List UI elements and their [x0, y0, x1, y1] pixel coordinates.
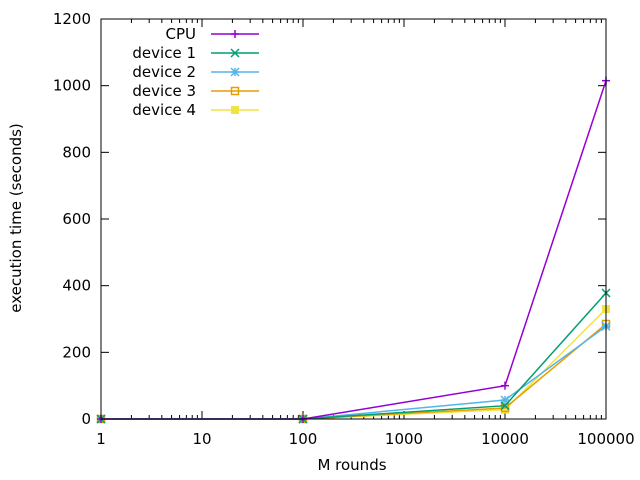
x-tick-label: 10	[192, 430, 211, 448]
legend-label: device 1	[132, 44, 196, 62]
legend-label: CPU	[166, 25, 197, 43]
y-tick-label: 1200	[53, 10, 91, 28]
series-device-1	[96, 288, 611, 424]
series-device-2	[96, 321, 611, 424]
x-tick-label: 100	[289, 430, 318, 448]
legend-marker	[230, 67, 240, 77]
legend-label: device 2	[132, 63, 196, 81]
legend-entry: device 4	[132, 101, 259, 119]
data-point	[501, 381, 509, 390]
y-tick-label: 200	[62, 343, 91, 361]
y-tick-label: 400	[62, 277, 91, 295]
series-line	[101, 80, 607, 420]
plot-frame	[100, 18, 607, 420]
legend-entry: device 1	[132, 44, 259, 62]
x-tick-label: 1000	[385, 430, 423, 448]
y-tick-label: 1000	[53, 77, 91, 95]
legend-marker	[230, 86, 240, 96]
series-line	[101, 308, 607, 420]
legend-marker	[230, 48, 240, 58]
data-point	[500, 403, 510, 413]
series-line	[101, 292, 607, 420]
y-tick-label: 600	[62, 210, 91, 228]
y-tick-label: 800	[62, 143, 91, 161]
ticks-layer: 0 200 400 600 800 1000 1200 1 10 100 1000 10000 1000…	[53, 10, 635, 448]
legend-label: device 4	[132, 101, 196, 119]
legend-entry: device 2	[132, 63, 259, 81]
y-axis-label: execution time (seconds)	[7, 123, 25, 313]
series-line	[101, 325, 607, 420]
series-layer	[96, 76, 611, 424]
series-cpu	[97, 76, 610, 423]
data-point	[500, 401, 510, 411]
x-tick-label: 1	[96, 430, 106, 448]
series-device-3	[96, 319, 611, 424]
y-tick-label: 0	[81, 410, 91, 428]
legend-entry: CPU	[166, 25, 259, 43]
legend-entry: device 3	[132, 82, 259, 100]
x-tick-label: 100000	[577, 430, 634, 448]
legend-marker	[231, 106, 239, 114]
series-line	[101, 323, 607, 420]
x-tick-label: 10000	[481, 430, 529, 448]
legend-marker	[231, 30, 239, 38]
x-axis-label: M rounds	[317, 456, 386, 474]
legend-label: device 3	[132, 82, 196, 100]
series-device-4	[97, 305, 610, 423]
